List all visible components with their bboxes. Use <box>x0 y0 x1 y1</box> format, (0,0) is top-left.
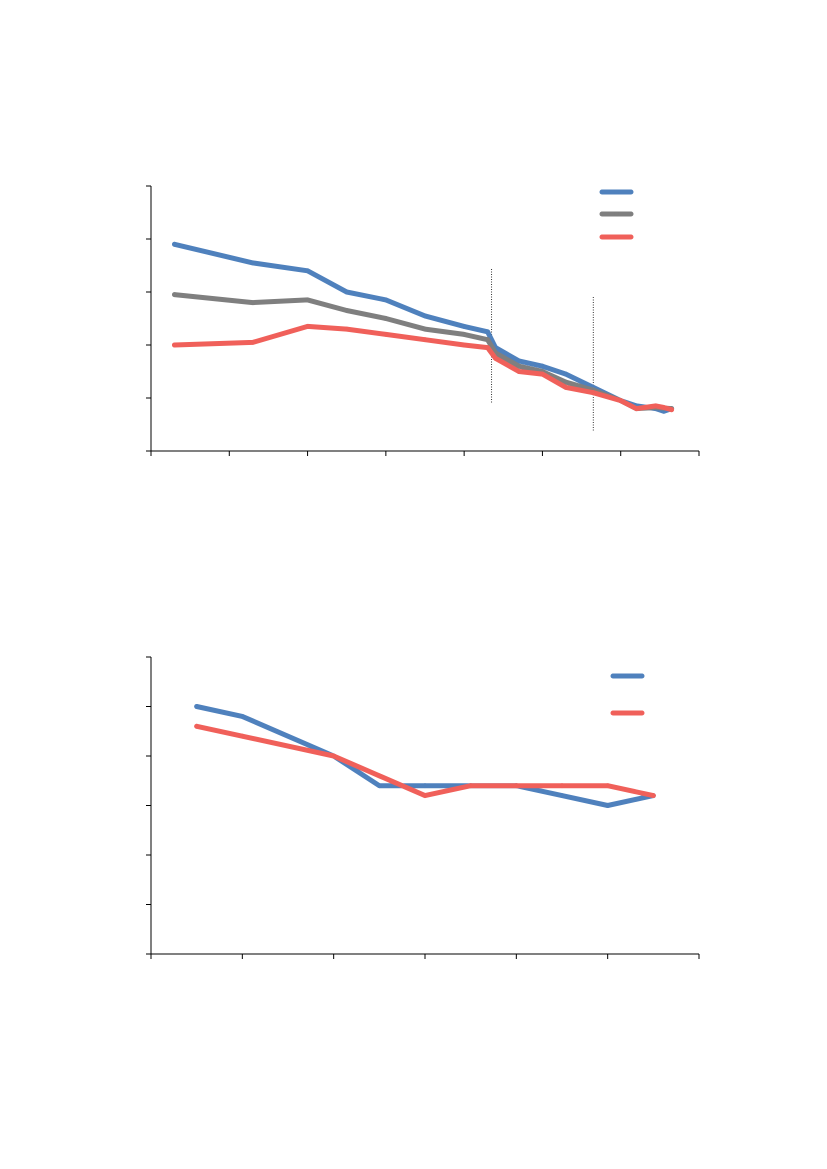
data-point <box>559 783 565 789</box>
data-point <box>239 733 245 739</box>
legend-swatch-marker <box>614 211 619 217</box>
data-point <box>305 268 310 274</box>
data-point <box>563 385 569 390</box>
data-point <box>422 793 428 798</box>
data-point <box>422 313 428 319</box>
data-point <box>331 753 337 759</box>
data-point <box>422 783 428 789</box>
data-point <box>650 793 656 798</box>
data-point <box>383 316 389 321</box>
data-point <box>344 289 350 295</box>
chart-2 <box>146 656 700 959</box>
data-point <box>239 714 245 719</box>
series-1 <box>194 704 656 808</box>
data-point <box>461 332 467 337</box>
data-point <box>516 369 522 374</box>
series-2 <box>194 723 656 799</box>
data-point <box>194 704 200 709</box>
data-point <box>669 407 674 413</box>
legend-entry-2 <box>599 211 634 217</box>
data-point <box>422 337 428 343</box>
legend-entry-3 <box>599 234 634 240</box>
data-point <box>540 363 545 369</box>
data-point <box>516 363 522 369</box>
data-point <box>516 358 522 364</box>
data-point <box>563 371 569 377</box>
data-point <box>661 405 667 410</box>
series-line <box>194 704 656 808</box>
data-point <box>172 342 177 348</box>
data-point <box>172 241 177 247</box>
data-point <box>344 308 350 313</box>
data-point <box>461 342 467 348</box>
data-point <box>590 390 596 396</box>
data-point <box>461 324 467 329</box>
series-line <box>194 723 656 799</box>
legend-entry-1 <box>610 673 645 679</box>
data-point <box>485 337 491 343</box>
data-point <box>559 793 565 798</box>
data-point <box>383 332 389 337</box>
legend-swatch-marker <box>625 673 630 679</box>
data-point <box>344 326 350 332</box>
data-point <box>250 300 256 305</box>
data-point <box>485 345 491 351</box>
data-point <box>468 783 474 789</box>
chart-1 <box>146 185 700 456</box>
series-3 <box>172 323 675 413</box>
data-point <box>172 292 177 298</box>
data-point <box>250 339 256 345</box>
data-point <box>383 297 389 303</box>
data-point <box>540 371 545 377</box>
data-point <box>305 297 310 303</box>
data-point <box>513 783 519 789</box>
legend-entry-1 <box>599 189 634 195</box>
data-point <box>633 406 639 411</box>
data-point <box>493 355 498 361</box>
data-point <box>653 403 659 409</box>
data-point <box>605 783 611 789</box>
series-line <box>172 323 675 413</box>
legend-swatch-marker <box>614 234 619 240</box>
data-point <box>250 260 256 266</box>
legend-swatch-marker <box>614 189 619 195</box>
data-point <box>422 326 428 332</box>
data-point <box>376 773 382 779</box>
data-point <box>485 329 491 335</box>
data-point <box>305 324 310 329</box>
data-point <box>376 783 382 789</box>
data-point <box>618 398 624 404</box>
legend-swatch-marker <box>625 710 630 716</box>
data-point <box>563 379 569 385</box>
data-point <box>194 723 200 729</box>
data-point <box>605 803 611 808</box>
legend-entry-2 <box>610 710 645 716</box>
